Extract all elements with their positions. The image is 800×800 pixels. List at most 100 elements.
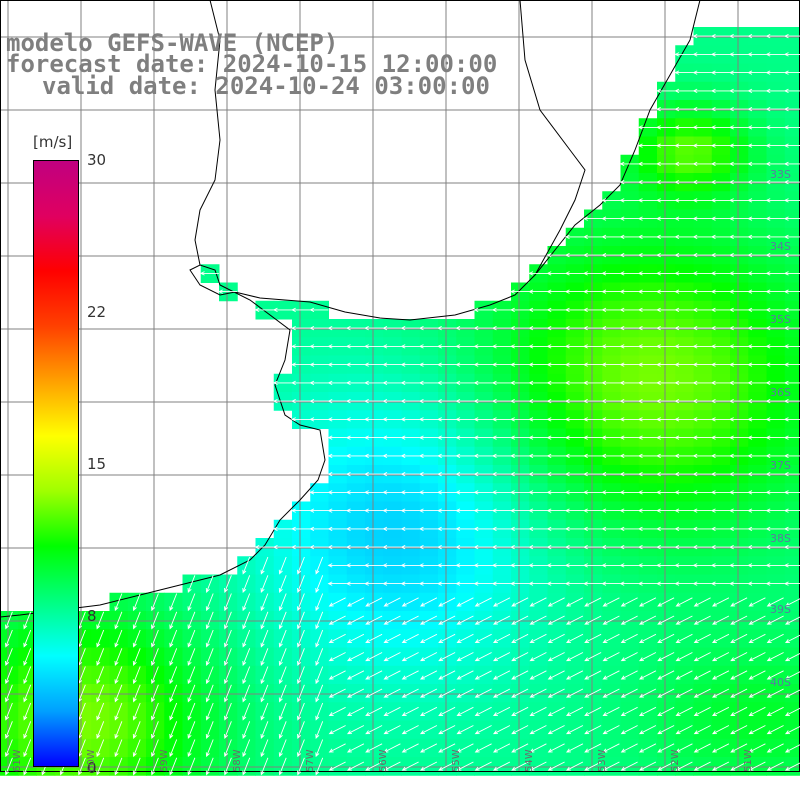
lon-label-53w: 53W bbox=[597, 749, 608, 772]
wind-arrow bbox=[729, 33, 749, 39]
wind-arrow bbox=[765, 125, 785, 130]
wind-arrow bbox=[711, 761, 730, 771]
wind-arrow bbox=[96, 611, 105, 630]
wind-arrow bbox=[564, 380, 584, 386]
wind-arrow bbox=[546, 325, 566, 331]
wind-arrow bbox=[297, 611, 305, 630]
wind-arrow bbox=[656, 417, 676, 422]
wind-arrow bbox=[278, 556, 287, 575]
wind-arrow bbox=[473, 435, 493, 440]
wind-arrow bbox=[583, 417, 603, 422]
wind-arrow bbox=[327, 544, 347, 550]
wind-arrow bbox=[747, 88, 767, 94]
wind-arrow bbox=[291, 526, 311, 532]
wind-arrow bbox=[656, 526, 676, 532]
wind-arrow bbox=[601, 471, 621, 477]
wind-arrow bbox=[546, 271, 566, 276]
wind-arrow bbox=[765, 380, 785, 386]
wind-arrow bbox=[510, 380, 530, 386]
wind-arrow bbox=[675, 761, 693, 771]
wind-arrow bbox=[748, 670, 766, 680]
wind-arrow bbox=[365, 597, 383, 607]
wind-arrow bbox=[242, 666, 251, 685]
wind-arrow bbox=[365, 633, 383, 643]
wind-arrow bbox=[748, 652, 766, 662]
wind-arrow bbox=[491, 307, 511, 313]
wind-arrow bbox=[564, 417, 584, 422]
wind-arrow bbox=[747, 490, 767, 495]
wind-arrow bbox=[473, 344, 493, 349]
wind-arrow bbox=[364, 526, 384, 532]
wind-arrow bbox=[619, 398, 639, 404]
wind-arrow bbox=[747, 125, 767, 130]
wind-arrow bbox=[23, 757, 32, 776]
wind-arrow bbox=[546, 417, 566, 422]
wind-arrow bbox=[23, 702, 32, 721]
wind-arrow bbox=[729, 143, 749, 148]
wind-arrow bbox=[419, 652, 438, 662]
wind-arrow bbox=[309, 362, 329, 367]
wind-arrow bbox=[96, 757, 105, 776]
wind-arrow bbox=[242, 721, 251, 739]
wind-arrow bbox=[729, 581, 749, 586]
wind-arrow bbox=[656, 344, 676, 349]
wind-arrow bbox=[187, 611, 196, 630]
wind-arrow bbox=[510, 307, 530, 313]
wind-arrow bbox=[327, 417, 347, 422]
wind-arrow bbox=[583, 216, 603, 221]
wind-arrow bbox=[437, 417, 457, 422]
wind-arrow bbox=[382, 490, 402, 495]
wind-arrow bbox=[583, 581, 603, 586]
wind-arrow bbox=[674, 143, 694, 148]
wind-arrow bbox=[23, 611, 32, 630]
wind-arrow bbox=[315, 556, 324, 575]
wind-arrow bbox=[729, 307, 749, 313]
wind-arrow bbox=[675, 652, 693, 662]
wind-arrow bbox=[382, 526, 402, 532]
wind-arrow bbox=[747, 563, 767, 568]
wind-arrow bbox=[114, 593, 123, 612]
wind-arrow bbox=[766, 725, 784, 735]
wind-arrow bbox=[583, 453, 603, 459]
wind-arrow bbox=[584, 706, 602, 716]
wind-arrow bbox=[224, 575, 232, 593]
wind-arrow bbox=[5, 757, 13, 776]
wind-arrow bbox=[583, 563, 603, 568]
wind-arrow bbox=[730, 706, 748, 716]
wind-arrow bbox=[291, 508, 311, 513]
wind-arrow bbox=[747, 453, 767, 459]
wind-arrow bbox=[784, 616, 800, 625]
wind-arrow bbox=[96, 721, 105, 739]
wind-arrow bbox=[474, 725, 492, 735]
wind-arrow bbox=[327, 581, 347, 586]
wind-arrow bbox=[602, 761, 620, 771]
wind-arrow bbox=[297, 575, 305, 593]
wind-arrow bbox=[547, 688, 565, 698]
wind-arrow bbox=[692, 435, 712, 440]
wind-arrow bbox=[601, 216, 621, 221]
wind-arrow bbox=[151, 648, 159, 666]
wind-arrow bbox=[401, 597, 419, 607]
wind-arrow bbox=[272, 380, 292, 386]
wind-arrow bbox=[151, 593, 159, 612]
wind-arrow bbox=[710, 125, 730, 130]
wind-arrow bbox=[383, 688, 401, 698]
lat-label-33s: 33S bbox=[770, 168, 791, 181]
wind-arrow bbox=[437, 508, 457, 513]
wind-arrow bbox=[510, 362, 530, 367]
wind-arrow bbox=[272, 307, 292, 313]
wind-arrow bbox=[187, 684, 196, 703]
colorbar-tick-0: 0 bbox=[87, 759, 97, 777]
wind-arrow bbox=[528, 398, 548, 404]
wind-arrow bbox=[620, 743, 638, 753]
wind-arrow bbox=[473, 544, 493, 550]
wind-arrow bbox=[637, 435, 657, 440]
wind-arrow bbox=[492, 633, 511, 643]
wind-arrow bbox=[674, 435, 694, 440]
wind-arrow bbox=[674, 325, 694, 331]
colorbar-tick-8: 8 bbox=[87, 607, 97, 625]
wind-arrow bbox=[637, 453, 657, 459]
wind-arrow bbox=[729, 380, 749, 386]
wind-arrow bbox=[327, 563, 347, 568]
wind-arrow bbox=[169, 757, 178, 776]
